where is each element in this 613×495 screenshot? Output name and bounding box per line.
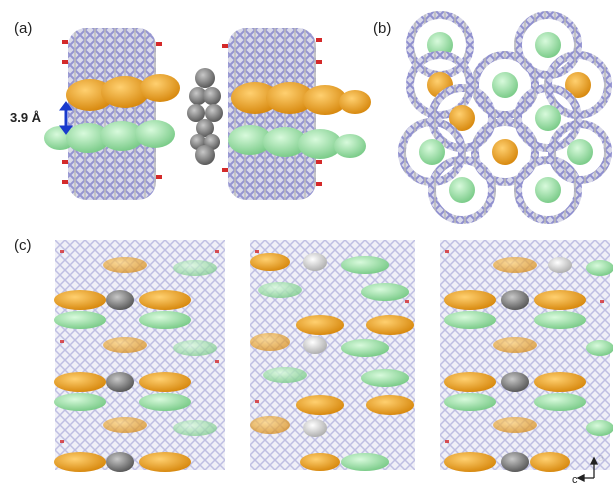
panel-b-label: (b) [373,20,392,37]
panel-b-structure [398,11,612,224]
column-1-row-4 [103,337,217,436]
cage-ring-4 [471,51,539,119]
column-3-row-5 [444,452,570,472]
central-gray-molecule [187,68,223,165]
stacking-distance-label: 3.9 Å [10,110,42,125]
orange-guest-chain [66,74,371,115]
panel-c-structure [54,240,613,483]
column-1-row-5 [54,452,191,472]
cage-ring-12 [514,156,582,224]
column-2-row-3 [250,333,389,357]
column-2-row-5 [250,416,389,471]
left-cage [68,28,156,200]
panel-a-structure [44,28,371,200]
column-3-row-3 [444,337,613,392]
column-1-row-3 [54,372,191,411]
cage-ring-9 [471,118,539,186]
column-2-row-4 [263,367,414,415]
distance-arrow [59,101,73,135]
right-cage [228,28,316,200]
column-1-row-2 [103,257,217,276]
green-guest-chain [44,120,366,159]
cage-ring-10 [548,120,612,184]
packing-column-2 [250,240,415,471]
column-3-row-4 [444,393,613,436]
oxygen-atoms [62,38,322,186]
packing-column-1 [54,240,225,472]
column-1-row-1 [54,290,191,329]
panel-c-label: (c) [14,237,32,254]
axis-indicator [576,456,599,483]
column-3-row-2 [444,290,586,329]
packing-column-3 [440,240,613,472]
axis-c-label: c [572,474,578,486]
column-2-row-1 [250,253,389,274]
column-3-row-1 [493,257,613,276]
column-2-row-2 [258,282,414,335]
cage-ring-7 [514,84,582,152]
panel-a-label: (a) [14,20,33,37]
panel-c-oxygen-atoms [60,250,604,443]
cage-ring-11 [428,156,496,224]
